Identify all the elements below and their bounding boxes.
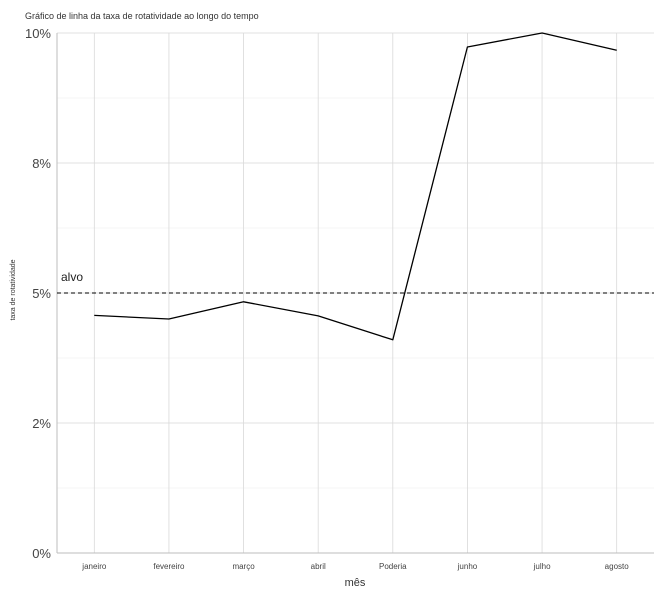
y-tick-labels: 0% 2% 5% 8% 10% [25,26,51,561]
x-tick-label: fevereiro [153,562,185,571]
chart-title: Gráfico de linha da taxa de rotatividade… [25,11,259,21]
x-axis-title: mês [345,577,366,589]
x-tick-labels: janeiro fevereiro março abril Poderia junho ju… [81,562,629,571]
x-tick-label: março [232,562,255,571]
y-tick-label: 8% [32,156,51,171]
x-tick-label: Poderia [379,562,407,571]
x-tick-label: junho [457,562,478,571]
series-layer [94,32,617,341]
y-axis-title: taxa de rotatividade [10,259,17,320]
x-tick-label: abril [311,562,326,571]
y-tick-label: 5% [32,286,51,301]
series-line [94,32,617,341]
y-tick-label: 10% [25,26,51,41]
y-tick-label: 0% [32,546,51,561]
x-tick-label: agosto [605,562,630,571]
x-tick-label: julho [533,562,551,571]
target-reference: alvo [57,270,654,294]
y-tick-label: 2% [32,416,51,431]
x-tick-label: janeiro [81,562,107,571]
target-label: alvo [61,270,83,284]
